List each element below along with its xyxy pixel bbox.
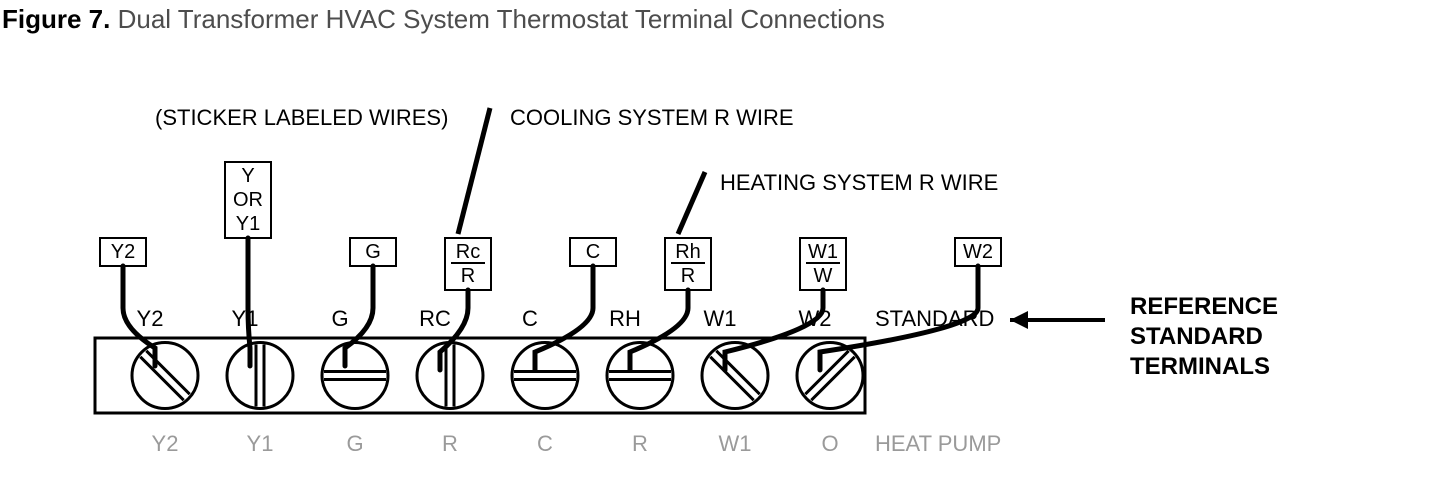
standard-row-label: G [331, 306, 348, 331]
screw-terminal [512, 343, 578, 409]
heatpump-row-label: R [632, 431, 648, 456]
heatpump-row-label: W1 [719, 431, 752, 456]
sticker-label-text: W2 [963, 241, 993, 263]
heatpump-row-label: O [821, 431, 838, 456]
standard-row-label: RH [609, 306, 641, 331]
screw-terminal [417, 343, 483, 409]
sticker-label-text: W1 [808, 241, 838, 263]
standard-row-label: RC [419, 306, 451, 331]
sticker-label-text: G [365, 241, 381, 263]
standard-label: STANDARD [875, 306, 994, 331]
cooling-wire-lead [458, 108, 490, 234]
reference-text: TERMINALS [1130, 353, 1270, 380]
sticker-label-text: R [461, 265, 475, 287]
standard-row-label: W1 [704, 306, 737, 331]
heatpump-row-label: C [537, 431, 553, 456]
sticker-label-text: Y1 [236, 213, 260, 235]
heatpump-row-label: G [346, 431, 363, 456]
heatpump-row-label: Y2 [152, 431, 179, 456]
sticker-label-text: OR [233, 189, 263, 211]
screw-terminal [227, 343, 293, 409]
reference-text: STANDARD [1130, 323, 1263, 350]
standard-row-label: Y1 [232, 306, 259, 331]
heating-wire-lead [678, 172, 705, 234]
screw-terminal [132, 343, 198, 409]
sticker-label-text: Y [241, 165, 254, 187]
screw-terminal [322, 343, 388, 409]
terminal-wire [248, 238, 250, 366]
standard-row-label: Y2 [137, 306, 164, 331]
figure-title: Figure 7. Dual Transformer HVAC System T… [2, 4, 885, 34]
sticker-label-text: Rh [675, 241, 701, 263]
screw-terminal [607, 343, 673, 409]
heatpump-label: HEAT PUMP [875, 431, 1001, 456]
reference-text: REFERENCE [1130, 293, 1278, 320]
reference-arrow-head [1010, 311, 1028, 329]
annotation-sticker-labeled-wires: (STICKER LABELED WIRES) [155, 105, 448, 130]
standard-row-label: W2 [799, 306, 832, 331]
annotation-heating: HEATING SYSTEM R WIRE [720, 170, 998, 195]
sticker-label-text: W [814, 265, 833, 287]
heatpump-row-label: Y1 [247, 431, 274, 456]
sticker-label-text: Rc [456, 241, 480, 263]
standard-row-label: C [522, 306, 538, 331]
heatpump-row-label: R [442, 431, 458, 456]
sticker-label-text: R [681, 265, 695, 287]
sticker-label-text: C [586, 241, 600, 263]
annotation-cooling: COOLING SYSTEM R WIRE [510, 105, 794, 130]
sticker-label-text: Y2 [111, 241, 135, 263]
screw-terminal [702, 343, 768, 409]
